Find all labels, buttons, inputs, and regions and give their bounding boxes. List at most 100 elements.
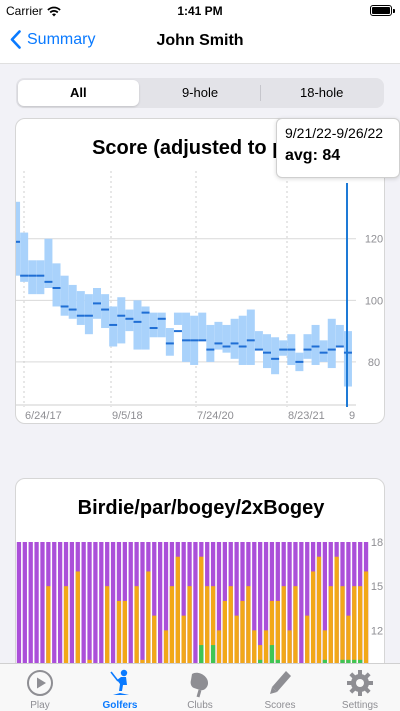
score-range-bar <box>101 294 110 329</box>
score-average-tick <box>84 314 93 317</box>
breakdown-chart-title: Birdie/par/bogey/2xBogey <box>77 497 325 519</box>
back-button[interactable]: Summary <box>10 30 95 49</box>
score-average-tick <box>263 351 271 354</box>
club-icon <box>190 672 209 698</box>
breakdown-bar-orange <box>246 586 251 711</box>
score-range-bar <box>263 334 271 369</box>
breakdown-bar-purple <box>299 542 304 711</box>
breakdown-bar-orange <box>105 586 110 711</box>
segment-9-hole[interactable]: 9-hole <box>181 85 219 100</box>
breakdown-bar-orange <box>334 556 339 711</box>
tab-golfers[interactable]: Golfers <box>80 664 160 711</box>
segment-all[interactable]: All <box>18 80 139 106</box>
score-average-tick <box>222 345 231 348</box>
score-range-bar <box>254 331 263 350</box>
breakdown-bar-orange <box>116 600 122 711</box>
segment-18-hole[interactable]: 18-hole <box>299 85 344 100</box>
score-average-tick <box>60 305 69 308</box>
wifi-icon <box>46 6 61 16</box>
tab-play-label: Play <box>30 700 50 711</box>
score-range-bar <box>230 318 239 359</box>
score-range-bar <box>319 340 328 362</box>
y-tick-label: 120 <box>365 234 383 246</box>
breakdown-bar-orange <box>275 600 280 711</box>
breakdown-bar-orange <box>316 556 322 711</box>
score-range-bar <box>109 306 118 347</box>
score-chart-title: Score (adjusted to par) <box>92 137 310 159</box>
score-average-tick <box>335 345 344 348</box>
score-average-tick <box>68 308 77 311</box>
breakdown-bar-purple <box>163 542 169 711</box>
status-bar: Carrier 1:41 PM <box>0 0 400 22</box>
breakdown-bar-purple <box>287 542 292 711</box>
breakdown-bar-purple <box>28 542 33 711</box>
pencil-icon <box>270 671 291 694</box>
breakdown-bar-orange <box>199 556 204 711</box>
score-range-bar <box>16 201 21 276</box>
score-chart[interactable]: 80 100 120 6/24/17 9/5/18 7/24/20 8/23/21 9 <box>16 119 385 424</box>
tab-scores[interactable]: Scores <box>240 664 320 711</box>
tab-scores-label: Scores <box>264 700 296 711</box>
score-range-bar <box>214 321 223 350</box>
score-average-tick <box>254 348 263 351</box>
breakdown-bar-purple <box>69 542 75 711</box>
score-average-tick <box>173 330 182 333</box>
score-range-bar <box>246 309 255 365</box>
play-icon <box>27 670 53 696</box>
score-average-tick <box>206 348 215 351</box>
tab-settings[interactable]: Settings <box>320 664 400 711</box>
breakdown-bar-purple <box>216 542 222 711</box>
score-range-bar <box>238 315 247 365</box>
y-tick-label: 80 <box>368 357 380 369</box>
breakdown-bar-orange <box>187 586 192 711</box>
status-right <box>370 5 395 16</box>
breakdown-bar-orange <box>222 600 227 711</box>
status-left: Carrier <box>6 4 61 18</box>
score-range-bar <box>125 309 134 332</box>
score-range-bar <box>44 238 53 288</box>
score-average-tick <box>287 348 296 351</box>
score-average-tick <box>319 351 328 354</box>
score-range-bar <box>117 297 126 344</box>
breakdown-bar-purple <box>140 542 145 711</box>
breakdown-bar-orange <box>358 586 363 711</box>
score-average-tick <box>190 339 199 342</box>
score-average-tick <box>149 327 158 330</box>
breakdown-bar-orange <box>122 600 127 711</box>
y-tick-label: 15 <box>371 581 383 593</box>
tab-play[interactable]: Play <box>0 664 80 711</box>
breakdown-bar-purple <box>158 542 163 711</box>
score-average-tick <box>165 342 174 345</box>
score-range-bar <box>165 328 174 356</box>
score-range-bar <box>52 263 61 307</box>
breakdown-bar-orange <box>340 586 345 711</box>
breakdown-bar-purple <box>263 542 269 711</box>
breakdown-bar-purple <box>128 542 133 711</box>
breakdown-bar-orange <box>46 586 51 711</box>
score-range-bar <box>157 312 166 338</box>
breakdown-bar-purple <box>34 542 39 711</box>
score-range-bar <box>68 284 77 319</box>
breakdown-bar-purple <box>87 542 92 711</box>
back-label: Summary <box>27 30 96 48</box>
breakdown-bar-purple <box>258 542 263 711</box>
breakdown-bar-orange <box>352 586 357 711</box>
score-range-bar <box>279 340 288 356</box>
breakdown-bar-purple <box>93 542 98 711</box>
score-average-tick <box>133 320 142 323</box>
score-average-tick <box>271 357 280 360</box>
breakdown-bar-purple <box>99 542 104 711</box>
score-average-tick <box>238 345 247 348</box>
battery-icon <box>370 5 395 16</box>
tab-clubs[interactable]: Clubs <box>160 664 240 711</box>
y-tick-label: 100 <box>365 295 383 307</box>
score-average-tick <box>141 311 150 314</box>
score-average-tick <box>20 274 29 277</box>
breakdown-bar-purple <box>193 542 198 711</box>
x-tick-label: 6/24/17 <box>25 410 62 422</box>
breakdown-bar-orange <box>310 571 316 711</box>
score-range-bar <box>84 294 93 335</box>
score-range-bar <box>271 337 280 375</box>
breakdown-bar-purple <box>57 542 63 711</box>
score-average-tick <box>214 342 223 345</box>
